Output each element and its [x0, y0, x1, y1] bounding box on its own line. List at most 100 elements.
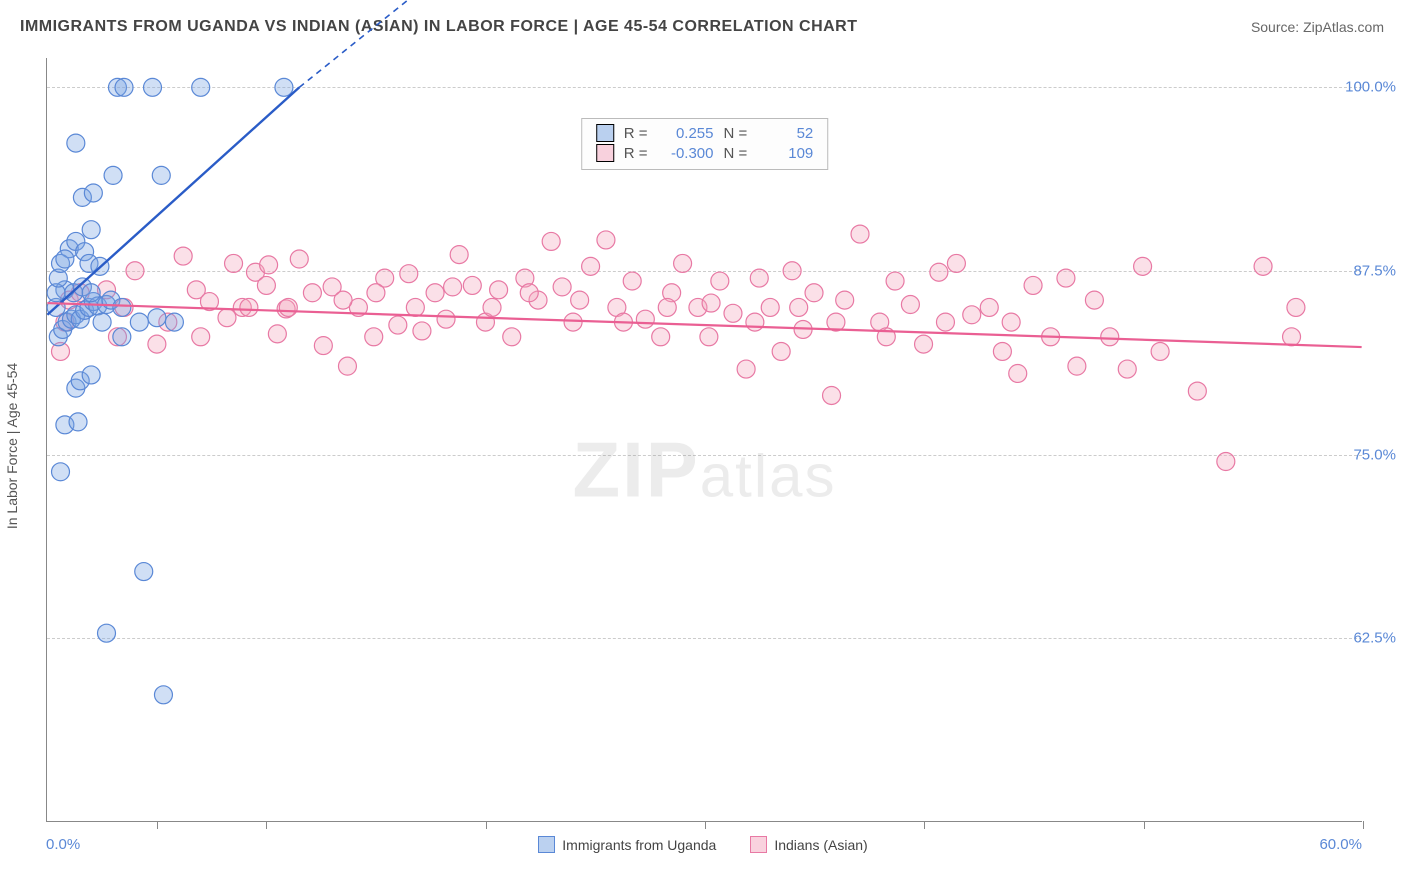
scatter-point: [279, 298, 297, 316]
scatter-point: [135, 563, 153, 581]
scatter-point: [426, 284, 444, 302]
scatter-point: [851, 225, 869, 243]
swatch-blue-icon: [538, 836, 555, 853]
scatter-point: [406, 298, 424, 316]
scatter-point: [553, 278, 571, 296]
scatter-point: [836, 291, 854, 309]
scatter-point: [257, 276, 275, 294]
scatter-point: [144, 78, 162, 96]
r-label: R =: [624, 125, 648, 142]
scatter-point: [113, 328, 131, 346]
scatter-point: [636, 310, 654, 328]
scatter-point: [268, 325, 286, 343]
x-tick: [266, 821, 267, 829]
scatter-point: [69, 413, 87, 431]
scatter-point: [1068, 357, 1086, 375]
y-axis-label: In Labor Force | Age 45-54: [4, 363, 20, 529]
scatter-point: [597, 231, 615, 249]
scatter-point: [901, 296, 919, 314]
correlation-row-blue: R = 0.255 N = 52: [596, 123, 814, 143]
plot-area: ZIPatlas R = 0.255 N = 52 R = -0.300 N =…: [46, 58, 1362, 822]
scatter-point: [483, 298, 501, 316]
x-tick: [924, 821, 925, 829]
scatter-point: [571, 291, 589, 309]
scatter-point: [823, 386, 841, 404]
scatter-point: [260, 256, 278, 274]
scatter-point: [154, 686, 172, 704]
scatter-point: [746, 313, 764, 331]
r-value-pink: -0.300: [656, 145, 714, 162]
scatter-point: [1134, 257, 1152, 275]
scatter-point: [82, 284, 100, 302]
scatter-point: [152, 166, 170, 184]
scatter-point: [980, 298, 998, 316]
scatter-point: [1217, 453, 1235, 471]
scatter-point: [700, 328, 718, 346]
scatter-point: [674, 254, 692, 272]
correlation-row-pink: R = -0.300 N = 109: [596, 143, 814, 163]
scatter-point: [367, 284, 385, 302]
scatter-point: [400, 265, 418, 283]
y-tick-label: 100.0%: [1345, 79, 1396, 96]
scatter-point: [174, 247, 192, 265]
scatter-point: [104, 166, 122, 184]
scatter-point: [463, 276, 481, 294]
scatter-point: [52, 463, 70, 481]
source-link[interactable]: ZipAtlas.com: [1303, 19, 1384, 35]
scatter-point: [915, 335, 933, 353]
scatter-point: [314, 337, 332, 355]
scatter-point: [711, 272, 729, 290]
scatter-point: [450, 246, 468, 264]
x-tick: [157, 821, 158, 829]
scatter-point: [98, 624, 116, 642]
scatter-point: [1101, 328, 1119, 346]
scatter-point: [225, 254, 243, 272]
scatter-point: [126, 262, 144, 280]
bottom-legend: Immigrants from Uganda Indians (Asian): [0, 836, 1406, 853]
scatter-point: [290, 250, 308, 268]
scatter-svg: [47, 58, 1362, 821]
swatch-pink-icon: [750, 836, 767, 853]
scatter-point: [947, 254, 965, 272]
scatter-point: [1085, 291, 1103, 309]
x-tick: [705, 821, 706, 829]
scatter-point: [761, 298, 779, 316]
scatter-point: [1002, 313, 1020, 331]
scatter-point: [338, 357, 356, 375]
scatter-point: [93, 313, 111, 331]
scatter-point: [542, 232, 560, 250]
scatter-point: [750, 269, 768, 287]
scatter-point: [993, 342, 1011, 360]
y-tick-label: 62.5%: [1353, 630, 1396, 647]
scatter-point: [490, 281, 508, 299]
scatter-point: [520, 284, 538, 302]
scatter-point: [963, 306, 981, 324]
scatter-point: [113, 298, 131, 316]
scatter-point: [444, 278, 462, 296]
scatter-point: [658, 298, 676, 316]
scatter-point: [790, 298, 808, 316]
scatter-point: [783, 262, 801, 280]
scatter-point: [82, 221, 100, 239]
scatter-point: [930, 263, 948, 281]
scatter-point: [724, 304, 742, 322]
n-value-pink: 109: [755, 145, 813, 162]
swatch-blue-icon: [596, 124, 614, 142]
scatter-point: [303, 284, 321, 302]
scatter-point: [805, 284, 823, 302]
scatter-point: [165, 313, 183, 331]
x-tick: [1144, 821, 1145, 829]
scatter-point: [582, 257, 600, 275]
scatter-point: [623, 272, 641, 290]
source-attribution: Source: ZipAtlas.com: [1251, 19, 1384, 35]
scatter-point: [413, 322, 431, 340]
scatter-point: [1151, 342, 1169, 360]
legend-item-pink: Indians (Asian): [750, 836, 867, 853]
correlation-legend: R = 0.255 N = 52 R = -0.300 N = 109: [581, 118, 829, 170]
y-tick-label: 75.0%: [1353, 446, 1396, 463]
scatter-point: [148, 335, 166, 353]
scatter-point: [702, 294, 720, 312]
scatter-point: [737, 360, 755, 378]
scatter-point: [389, 316, 407, 334]
scatter-point: [936, 313, 954, 331]
